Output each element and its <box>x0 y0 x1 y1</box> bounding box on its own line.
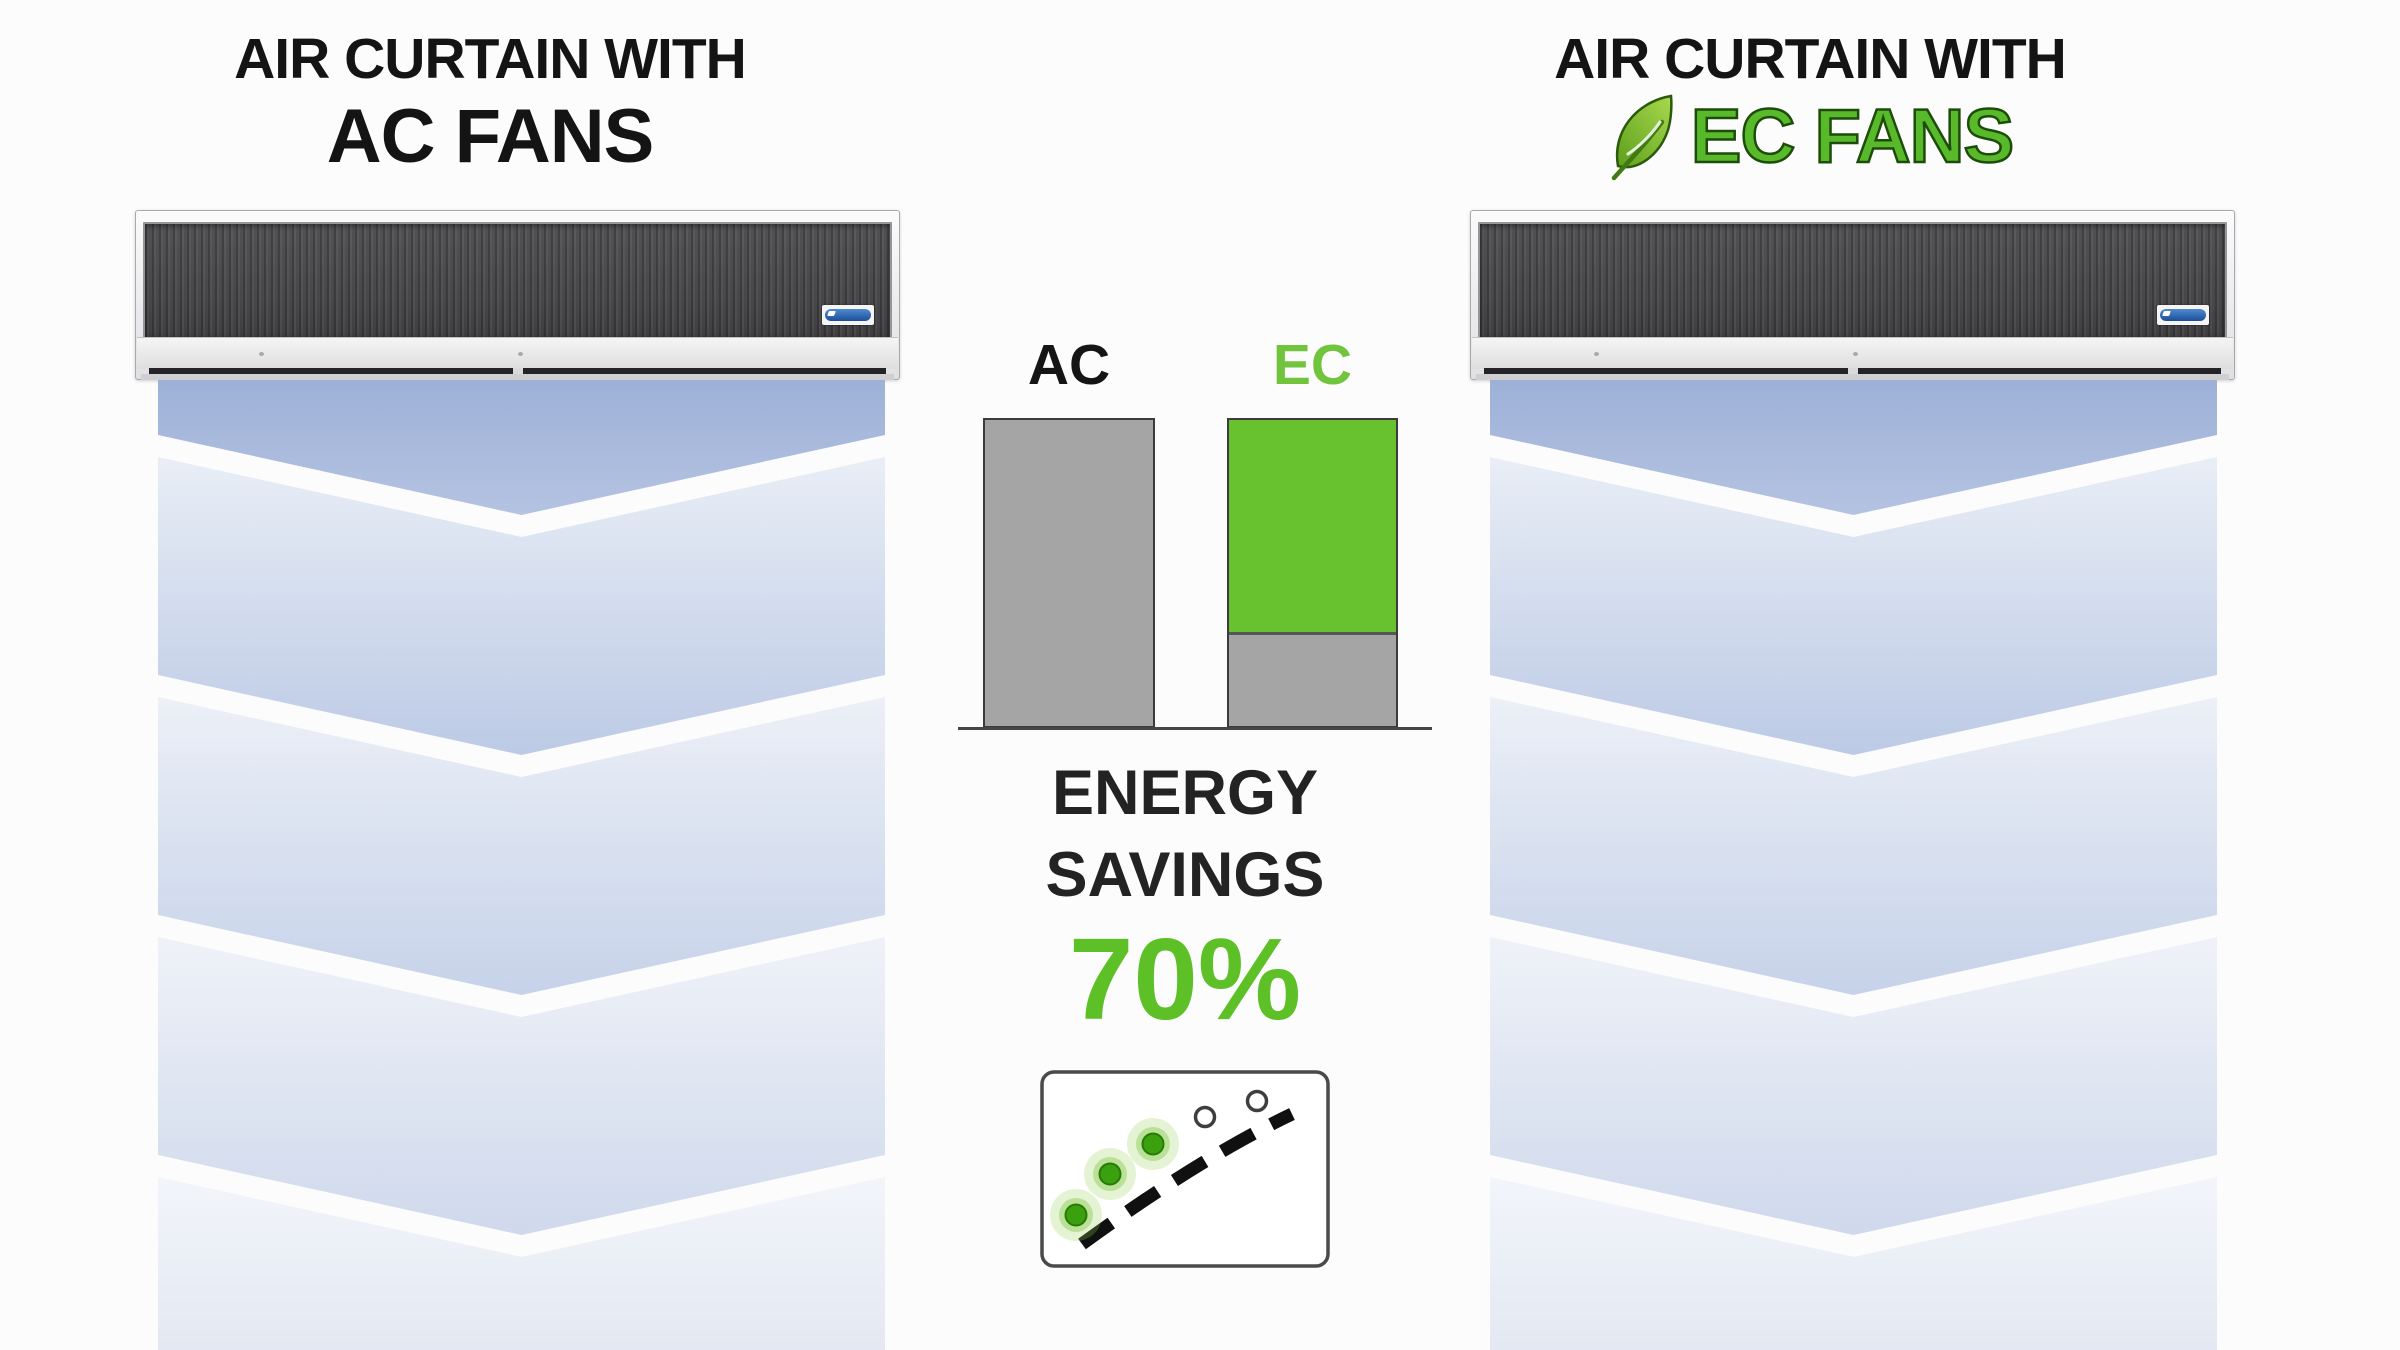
bar-label-ac: AC <box>1027 333 1111 397</box>
unit-body <box>1472 337 2233 369</box>
savings-label-line2: SAVINGS <box>1045 840 1325 910</box>
screw-dot <box>258 352 264 356</box>
savings-label-line1: ENERGY <box>1051 758 1319 828</box>
unit-base <box>1476 374 2229 380</box>
energy-savings-block: ENERGY SAVINGS 70% <box>960 752 1410 1038</box>
chart-baseline-axis <box>958 727 1432 730</box>
air-outlet-slot <box>149 368 886 374</box>
white-dot-group <box>1193 1089 1269 1129</box>
right-title-line2: EC FANS <box>1690 93 2016 181</box>
brand-logo-badge <box>822 305 874 325</box>
screw-dot <box>1593 352 1599 356</box>
left-title-line1: AIR CURTAIN WITH <box>234 27 747 91</box>
left-title-line2: AC FANS <box>326 94 655 179</box>
unit-grille <box>143 222 892 339</box>
efficiency-curve-icon <box>1040 1070 1330 1268</box>
brand-logo-pill <box>825 309 871 321</box>
bar-ac-used-segment <box>985 420 1153 726</box>
right-panel-title: AIR CURTAIN WITH EC FANS <box>1450 28 2170 182</box>
screw-dot <box>1852 352 1858 356</box>
right-title-line2-row: EC FANS <box>1450 92 2170 182</box>
brand-logo-pill <box>2160 309 2206 321</box>
right-title-line1: AIR CURTAIN WITH <box>1554 27 2067 91</box>
unit-body <box>137 337 898 369</box>
airflow-right <box>1490 380 2217 1350</box>
bar-ac <box>983 418 1155 728</box>
air-curtain-unit-left <box>135 210 900 380</box>
unit-base <box>141 374 894 380</box>
bar-ec-used-segment <box>1229 632 1396 726</box>
brand-logo-badge <box>2157 305 2209 325</box>
air-outlet-slot <box>1484 368 2221 374</box>
leaf-icon <box>1611 94 1673 181</box>
bar-ec-saved-segment <box>1229 420 1396 633</box>
airflow-left <box>158 380 885 1350</box>
bar-ec <box>1227 418 1398 728</box>
unit-grille <box>1478 222 2227 339</box>
air-curtain-unit-right <box>1470 210 2235 380</box>
savings-value: 70% <box>1068 914 1302 1044</box>
green-dot-glow-group <box>1050 1118 1179 1241</box>
left-panel-title: AIR CURTAIN WITH AC FANS <box>130 28 850 180</box>
bar-label-ec: EC <box>1272 333 1353 397</box>
screw-dot <box>517 352 523 356</box>
